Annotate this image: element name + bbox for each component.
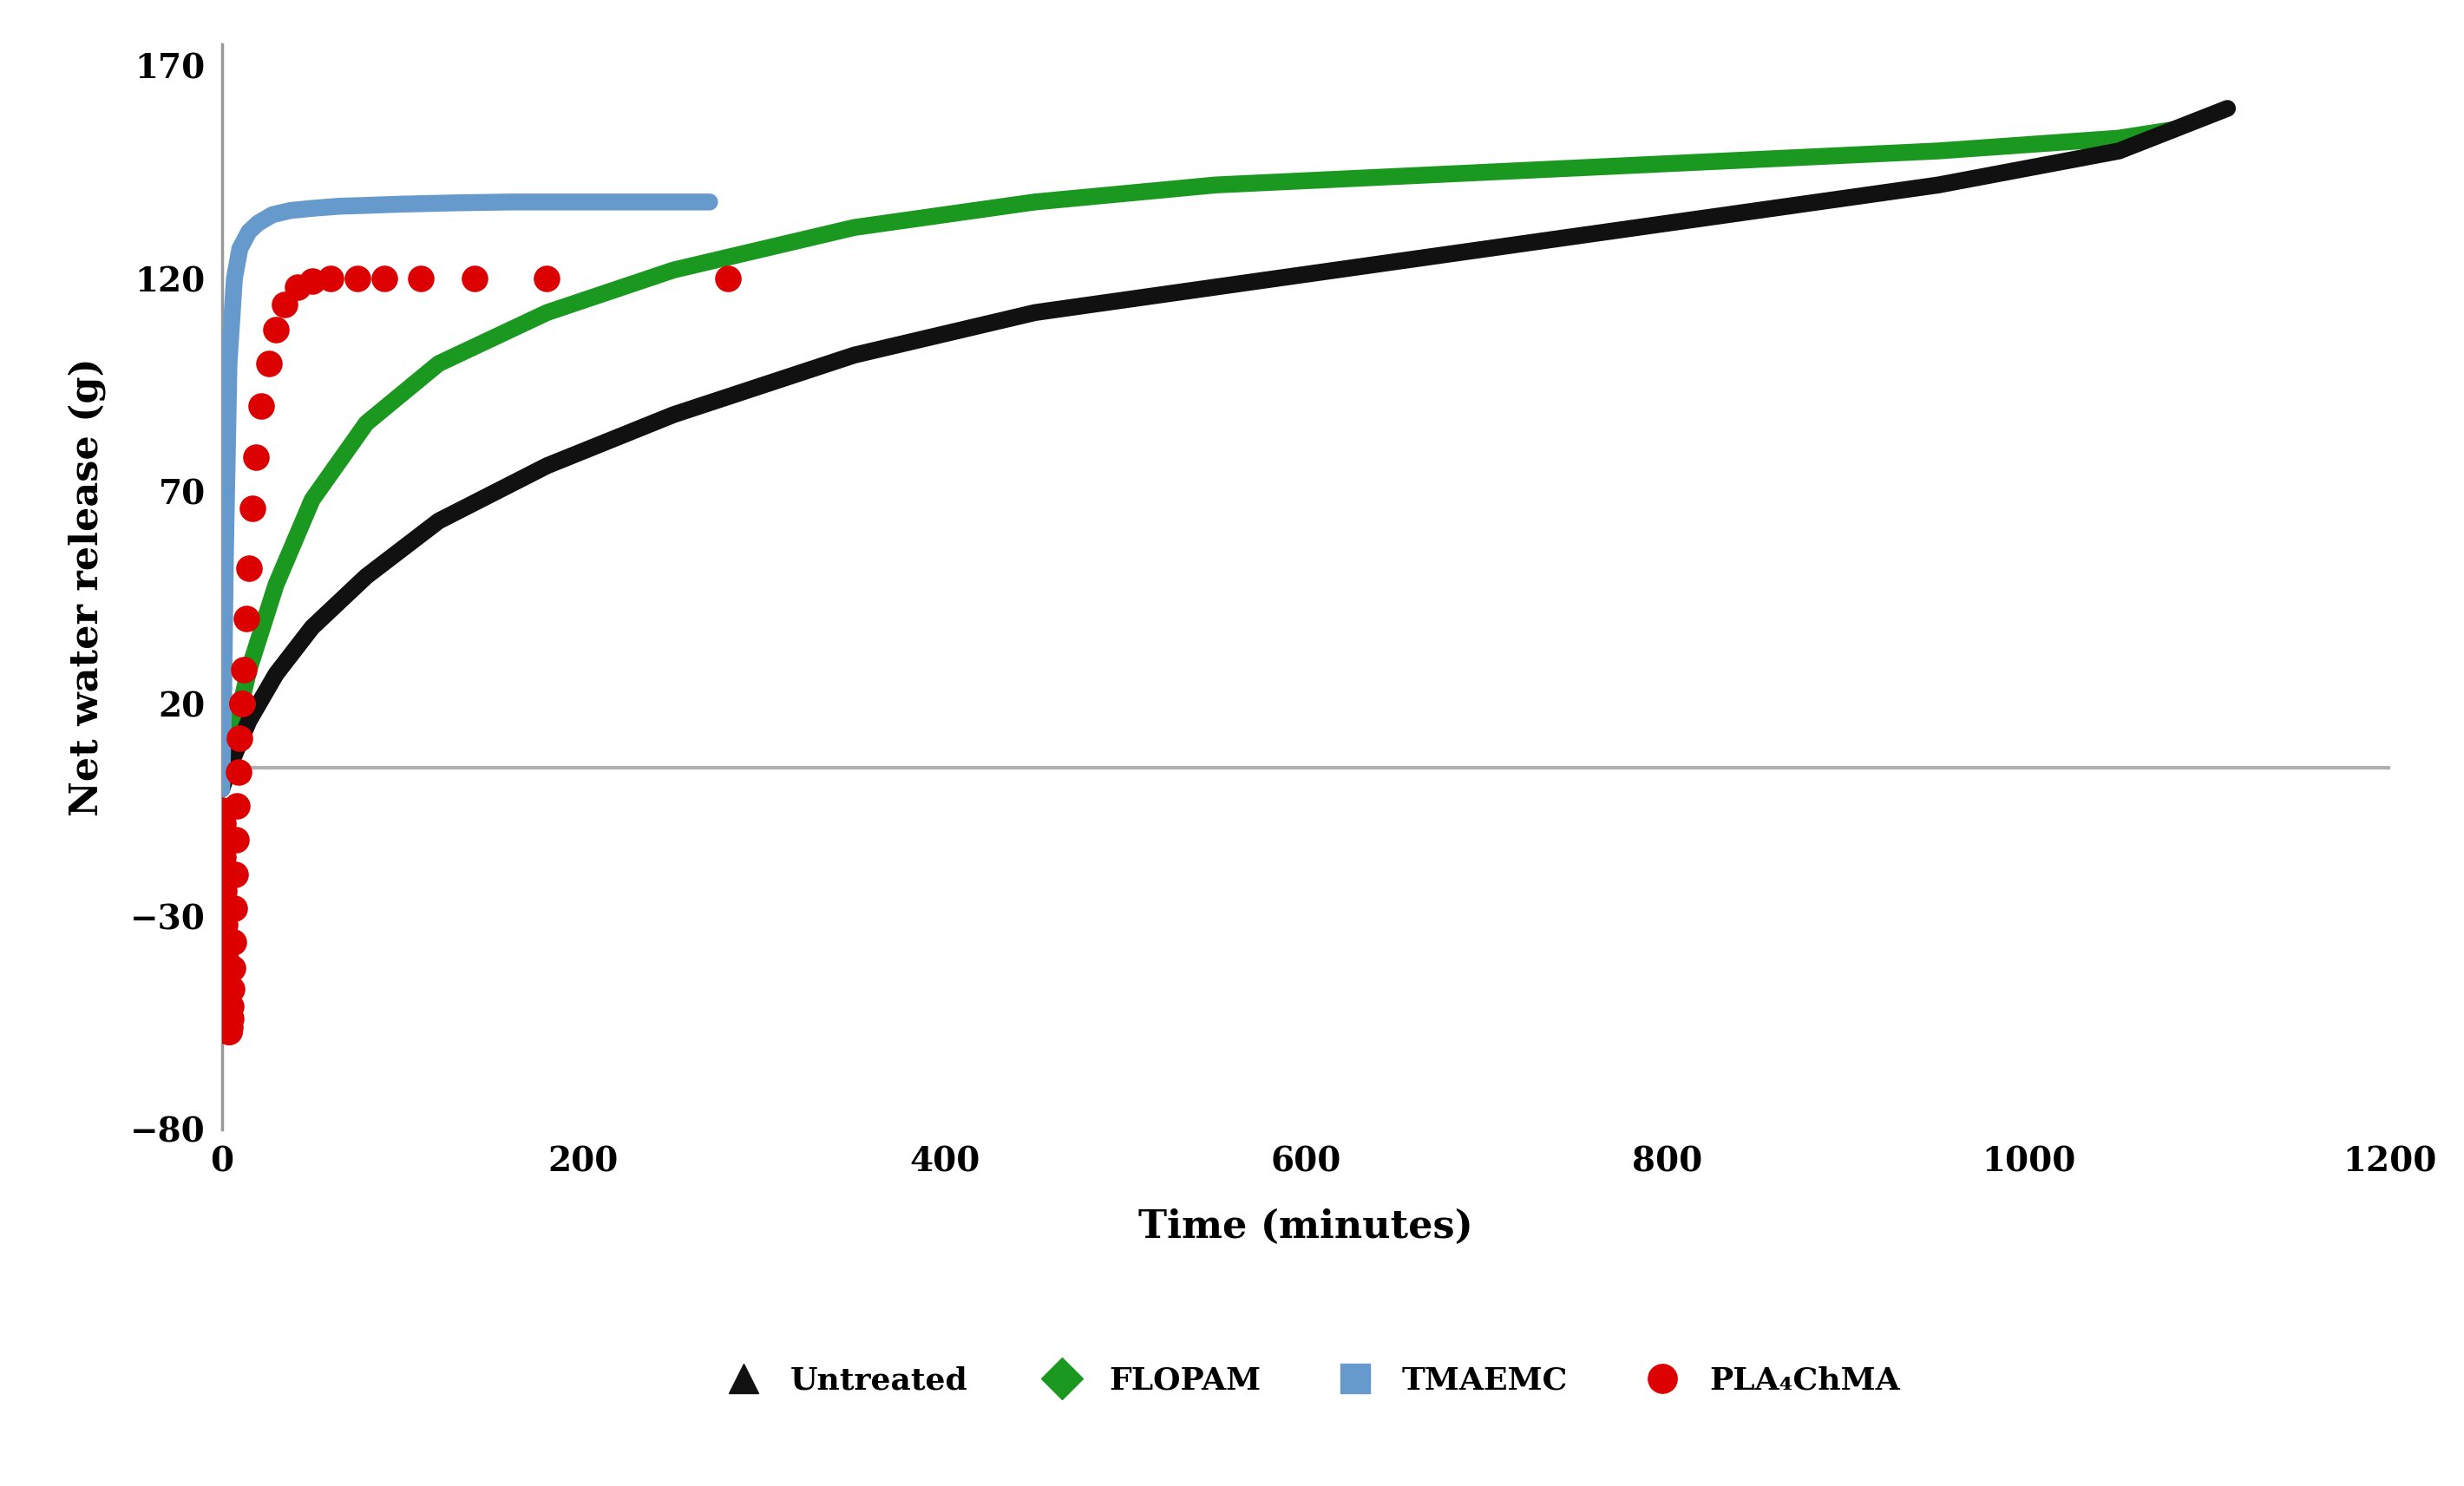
Point bbox=[219, 727, 259, 750]
Point bbox=[207, 1008, 246, 1031]
Point bbox=[232, 496, 271, 520]
Point bbox=[249, 352, 288, 376]
Point bbox=[205, 862, 244, 886]
Point bbox=[222, 692, 261, 716]
Point bbox=[209, 1019, 249, 1043]
Point bbox=[214, 930, 254, 954]
Point bbox=[205, 896, 244, 920]
Point bbox=[222, 692, 261, 716]
Point bbox=[241, 394, 281, 418]
Point bbox=[338, 266, 377, 290]
Point bbox=[217, 828, 256, 851]
Legend: Untreated, FLOPAM, TMAEMC, PLA₄ChMA: Untreated, FLOPAM, TMAEMC, PLA₄ChMA bbox=[712, 1366, 1900, 1395]
Point bbox=[278, 275, 318, 299]
Point bbox=[202, 811, 241, 835]
Point bbox=[256, 318, 296, 342]
Point bbox=[209, 1019, 249, 1043]
Point bbox=[229, 556, 269, 580]
Point bbox=[212, 1008, 251, 1031]
Point bbox=[214, 862, 254, 886]
Point bbox=[214, 896, 254, 920]
Point bbox=[402, 266, 441, 290]
Point bbox=[205, 828, 244, 851]
Point bbox=[227, 606, 266, 630]
Point bbox=[207, 1010, 246, 1034]
Point bbox=[205, 930, 244, 954]
Point bbox=[207, 990, 246, 1013]
Point bbox=[707, 266, 747, 290]
Point bbox=[365, 266, 404, 290]
Y-axis label: Net water release (g): Net water release (g) bbox=[69, 358, 106, 816]
Point bbox=[456, 266, 495, 290]
Point bbox=[217, 794, 256, 817]
Point bbox=[205, 846, 244, 869]
Point bbox=[237, 446, 276, 470]
Point bbox=[209, 1019, 249, 1043]
Point bbox=[207, 999, 246, 1022]
Point bbox=[209, 1015, 249, 1039]
Point bbox=[310, 266, 350, 290]
Point bbox=[224, 658, 264, 682]
Point bbox=[205, 880, 244, 903]
Point bbox=[207, 978, 246, 1002]
Point bbox=[207, 964, 246, 988]
Point bbox=[527, 266, 567, 290]
Point bbox=[212, 955, 251, 979]
Point bbox=[212, 978, 251, 1002]
Point bbox=[205, 914, 244, 938]
Point bbox=[219, 761, 259, 785]
Point bbox=[293, 269, 333, 293]
X-axis label: Time (minutes): Time (minutes) bbox=[1138, 1208, 1473, 1247]
Point bbox=[209, 1015, 249, 1039]
Point bbox=[207, 947, 246, 970]
Point bbox=[212, 994, 251, 1018]
Point bbox=[266, 293, 306, 317]
Point bbox=[202, 798, 241, 822]
